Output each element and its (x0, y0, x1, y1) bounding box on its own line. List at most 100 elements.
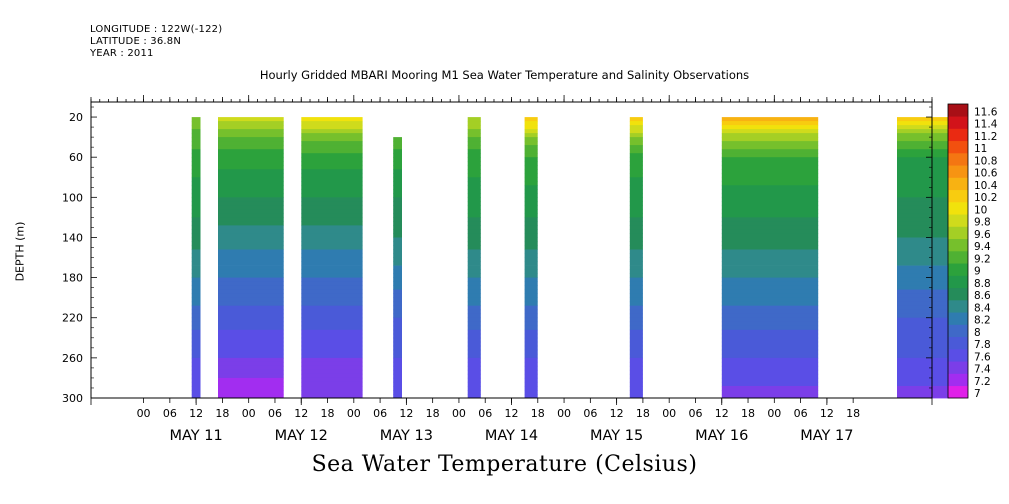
temperature-band (721, 297, 819, 303)
temperature-band (467, 193, 481, 198)
temperature-band (897, 261, 950, 266)
temperature-band (629, 289, 643, 294)
temperature-band (191, 221, 201, 226)
temperature-band (393, 373, 402, 379)
temperature-band (721, 125, 819, 130)
temperature-band (524, 213, 538, 218)
temperature-band (191, 181, 201, 186)
temperature-band (218, 249, 284, 254)
temperature-band (191, 153, 201, 158)
temperature-band (467, 345, 481, 351)
temperature-band (721, 281, 819, 286)
colorbar-label: 9.6 (974, 229, 991, 241)
temperature-band (191, 149, 201, 154)
temperature-band (301, 373, 363, 379)
temperature-band (467, 269, 481, 274)
temperature-band (467, 394, 481, 399)
temperature-band (524, 153, 538, 158)
temperature-band (721, 265, 819, 270)
temperature-band (721, 133, 819, 138)
temperature-band (897, 205, 950, 210)
data-block (524, 117, 538, 399)
temperature-band (467, 205, 481, 210)
temperature-band (897, 285, 950, 290)
temperature-band (393, 325, 402, 331)
temperature-band (393, 305, 402, 311)
temperature-band (629, 377, 643, 383)
temperature-band (301, 365, 363, 371)
temperature-band (524, 265, 538, 270)
temperature-band (897, 117, 950, 122)
temperature-band (191, 129, 201, 134)
temperature-band (897, 273, 950, 278)
temperature-band (218, 309, 284, 315)
temperature-band (897, 305, 950, 311)
colorbar-swatch (948, 263, 968, 276)
x-tick-label: 12 (820, 407, 834, 420)
temperature-band (191, 141, 201, 146)
chart-title: Hourly Gridded MBARI Mooring M1 Sea Wate… (0, 68, 1009, 82)
temperature-band (721, 345, 819, 351)
temperature-band (218, 125, 284, 130)
temperature-band (721, 329, 819, 335)
temperature-band (467, 381, 481, 387)
temperature-band (897, 337, 950, 343)
temperature-band (467, 277, 481, 282)
y-tick-label: 20 (69, 111, 83, 124)
temperature-band (629, 221, 643, 226)
temperature-band (218, 289, 284, 294)
temperature-band (524, 241, 538, 246)
temperature-band (524, 386, 538, 391)
temperature-band (218, 233, 284, 238)
temperature-band (524, 117, 538, 122)
temperature-band (191, 373, 201, 379)
temperature-band (897, 369, 950, 375)
temperature-band (218, 181, 284, 186)
colorbar-swatch (948, 140, 968, 154)
colorbar-label: 9 (974, 266, 981, 278)
temperature-band (629, 365, 643, 371)
temperature-band (301, 133, 363, 138)
temperature-band (218, 241, 284, 246)
temperature-band (301, 317, 363, 323)
temperature-band (467, 369, 481, 375)
temperature-band (467, 125, 481, 130)
temperature-band (721, 213, 819, 218)
temperature-band (467, 185, 481, 190)
temperature-band (301, 253, 363, 258)
temperature-band (897, 386, 950, 391)
temperature-band (897, 341, 950, 347)
temperature-band (721, 261, 819, 266)
temperature-band (629, 213, 643, 218)
temperature-band (191, 297, 201, 303)
temperature-band (191, 205, 201, 210)
temperature-band (524, 394, 538, 399)
temperature-band (897, 233, 950, 238)
temperature-band (467, 145, 481, 150)
colorbar-swatch (948, 153, 968, 166)
temperature-band (524, 197, 538, 202)
temperature-band (721, 325, 819, 331)
temperature-band (191, 381, 201, 387)
x-tick-label: 06 (583, 407, 597, 420)
temperature-band (524, 181, 538, 186)
temperature-band (629, 369, 643, 375)
x-tick-label: 12 (505, 407, 519, 420)
temperature-band (629, 265, 643, 270)
temperature-band (629, 137, 643, 142)
temperature-band (897, 253, 950, 258)
temperature-band (524, 277, 538, 282)
temperature-band (393, 357, 402, 363)
temperature-band (721, 293, 819, 298)
temperature-band (524, 121, 538, 126)
colorbar-label: 9.8 (974, 217, 991, 229)
temperature-band (524, 333, 538, 339)
temperature-band (218, 133, 284, 138)
temperature-band (218, 390, 284, 395)
x-tick-label: 00 (137, 407, 151, 420)
temperature-band (191, 169, 201, 174)
temperature-band (191, 353, 201, 359)
temperature-band (191, 241, 201, 246)
temperature-band (524, 345, 538, 351)
temperature-band (629, 269, 643, 274)
